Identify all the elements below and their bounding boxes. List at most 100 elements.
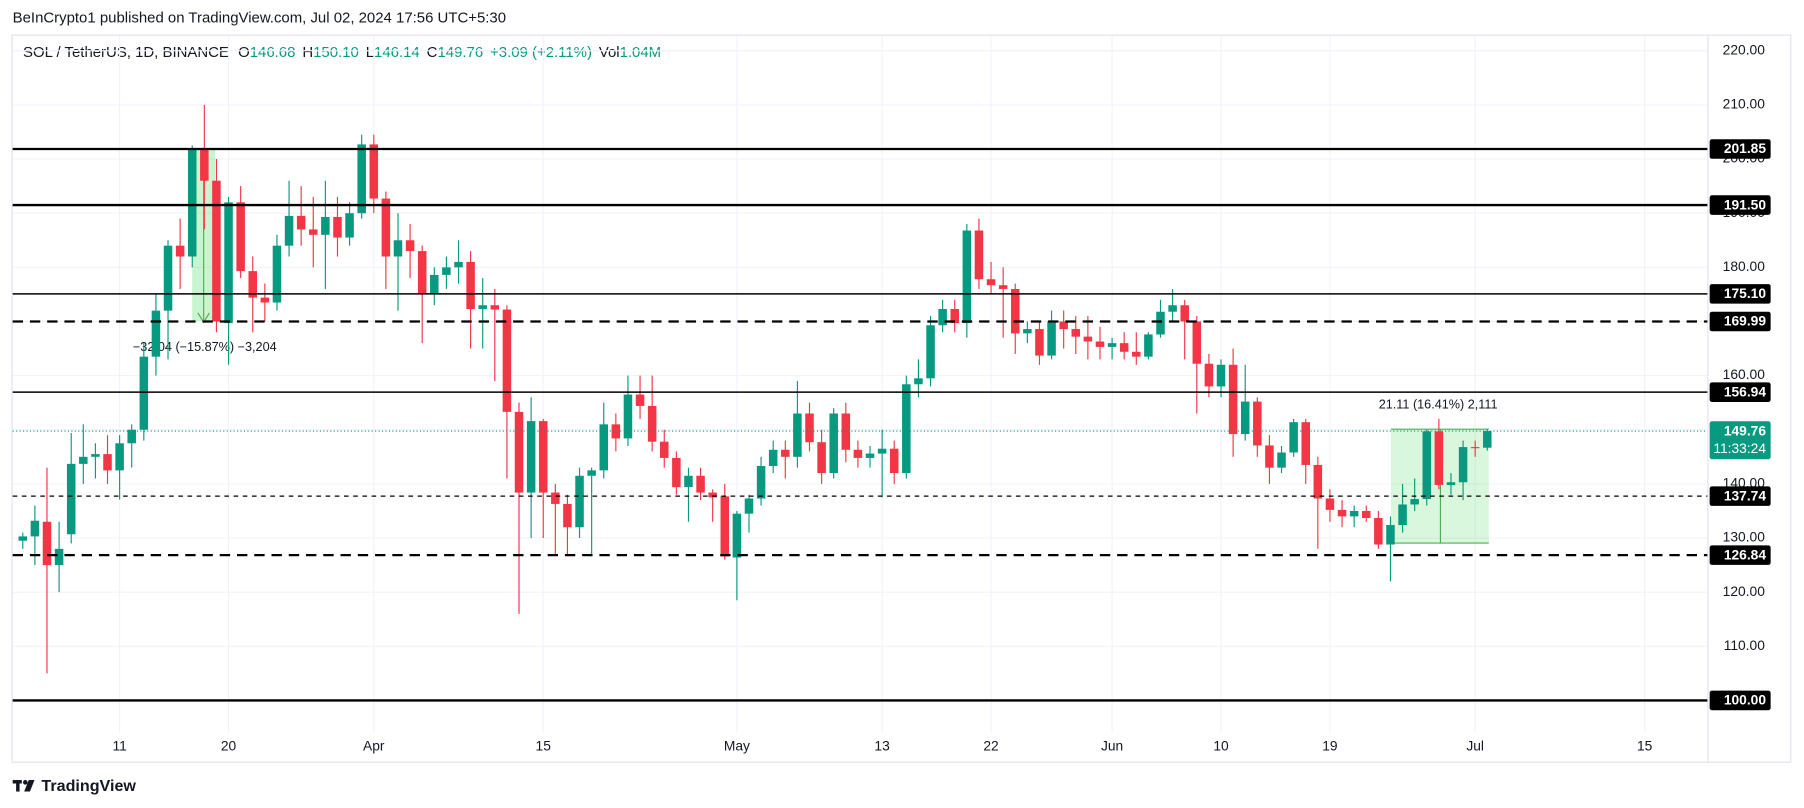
ohlc-value: 150.10 [313, 44, 359, 61]
level-label-box [1709, 311, 1771, 332]
candle-body [853, 449, 863, 458]
candle-body [672, 457, 681, 488]
candle-body [914, 378, 923, 385]
candle-body [1228, 364, 1238, 435]
candle-body [430, 274, 439, 295]
candle-body [1119, 343, 1129, 352]
candle-body [79, 456, 88, 464]
candle-body [1192, 321, 1202, 364]
candle-body [91, 454, 100, 457]
candle-body [538, 421, 548, 493]
chart-frame [11, 34, 1792, 763]
candle-body [248, 271, 258, 298]
candle-body [720, 496, 730, 557]
candle-body [187, 149, 197, 257]
candle-body [393, 240, 403, 257]
candle-body [1483, 431, 1492, 448]
candle-body [1398, 504, 1407, 526]
level-label-box [1709, 284, 1771, 304]
candle-body [1470, 447, 1480, 449]
candle-body [1035, 329, 1044, 356]
candle-body [1313, 464, 1323, 499]
level-label: 201.85 [1724, 141, 1767, 156]
level-label-box [1709, 486, 1771, 506]
candle-body [333, 216, 342, 238]
current-price-label: 149.76 [1724, 423, 1767, 438]
ohlc-key: O [238, 44, 250, 61]
candle-body [1010, 288, 1020, 334]
symbol-header: SOL / TetherUS, 1D, BINANCE O146.68 H150.1… [23, 44, 661, 61]
y-tick-label: 180.00 [1723, 259, 1766, 274]
candle-body [1446, 482, 1456, 485]
candle-body [490, 305, 500, 310]
candle-body [1301, 422, 1310, 465]
logo [16, 780, 20, 792]
y-tick-label: 160.00 [1723, 367, 1766, 382]
ohlc-value: 149.76 [437, 44, 483, 61]
candle-body [647, 405, 657, 442]
volume-value: 1.04M [620, 44, 662, 61]
candle-body [1386, 525, 1395, 545]
x-tick-label: 19 [1322, 738, 1338, 753]
candle-body [454, 261, 463, 268]
brand: TradingView [12, 777, 136, 795]
candle-body [502, 309, 512, 412]
candle-body [1023, 329, 1032, 334]
candle-body [321, 216, 330, 235]
measure-label: −32.04 (−15.87%) −3,204 [133, 340, 277, 354]
level-label-box [1709, 545, 1771, 565]
candle-body [1083, 336, 1093, 342]
candle-body [1325, 498, 1335, 510]
y-tick-label: 110.00 [1724, 638, 1766, 653]
x-tick-label: 22 [983, 738, 998, 753]
candle-body [817, 442, 826, 474]
volume-key: Vol [599, 44, 620, 61]
candle-body [1434, 431, 1444, 485]
x-tick-label: Jun [1101, 738, 1123, 753]
candle-body [563, 503, 572, 528]
x-tick-label: 20 [221, 738, 237, 753]
level-label: 100.00 [1724, 693, 1767, 708]
level-label: 191.50 [1724, 197, 1767, 212]
countdown-label: 11:33:24 [1713, 441, 1766, 456]
candle-body [926, 325, 935, 379]
candle-body [1410, 499, 1419, 505]
current-price-box [1709, 421, 1771, 460]
candle-body [260, 297, 270, 303]
candle-body [163, 245, 173, 311]
candle-body [889, 448, 899, 474]
x-tick-label: May [724, 738, 750, 753]
candle-body [575, 475, 584, 528]
candle-body [611, 424, 621, 439]
candle-body [405, 240, 415, 252]
candle-body [1277, 452, 1286, 468]
ohlc-key: H [302, 44, 313, 61]
candle-body [103, 454, 112, 471]
candle-body [66, 463, 76, 535]
candle-body [1265, 445, 1274, 468]
x-tick-label: 10 [1213, 738, 1229, 753]
level-label-box [1709, 139, 1771, 159]
candle-body [417, 251, 427, 295]
candle-body [551, 492, 560, 504]
x-tick-label: 15 [536, 738, 552, 753]
candle-body [732, 513, 742, 558]
candle-body [841, 413, 851, 450]
candle-body [974, 230, 984, 280]
candle-body [115, 443, 124, 471]
candle-body [1156, 311, 1165, 335]
candle-body [660, 441, 669, 458]
x-tick-label: Jul [1466, 738, 1484, 753]
x-tick-label: Apr [363, 738, 385, 753]
candle-body [623, 394, 633, 439]
candle-body [18, 536, 28, 541]
candle-body [127, 429, 136, 444]
candle-body [1337, 509, 1347, 517]
candle-body [1240, 401, 1250, 435]
candle-body [1059, 321, 1068, 330]
ohlc-key: L [366, 44, 374, 61]
candle-body [950, 309, 959, 324]
candle-body [962, 230, 972, 324]
level-label: 169.99 [1724, 314, 1767, 329]
candle-body [1289, 422, 1298, 453]
